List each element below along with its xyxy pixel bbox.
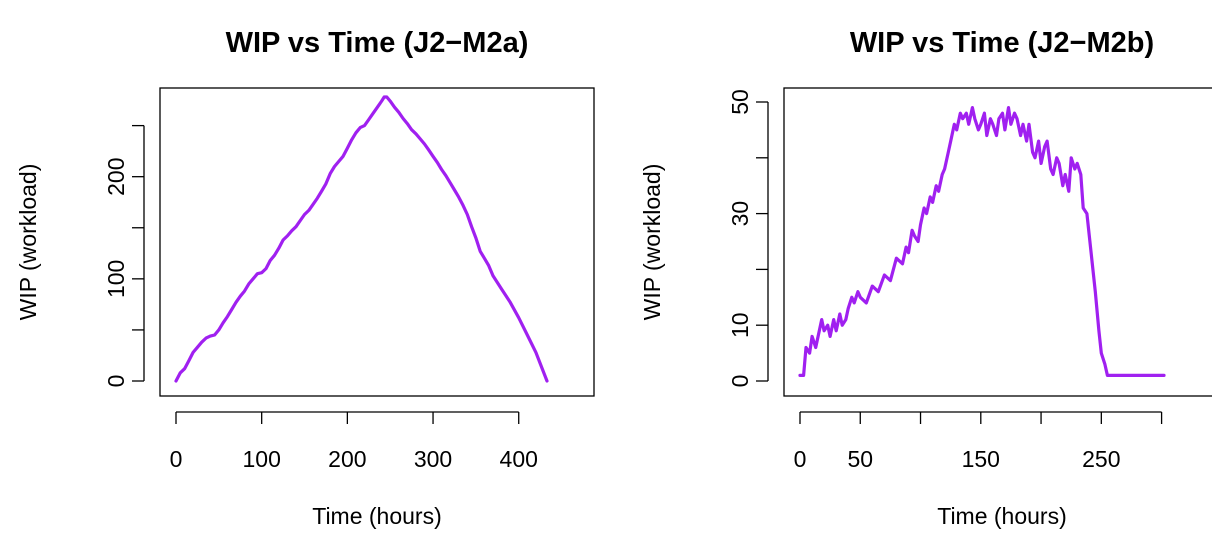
chart-panel-b: WIP vs Time (J2−M2b) 0 50 150 250 0 10 30 50 T… [639, 27, 1212, 529]
y-axis-a: 0 100 200 [103, 124, 145, 388]
y-tick-label-b: 30 [727, 201, 753, 227]
series-a [174, 95, 549, 383]
y-tick-label-b: 0 [727, 375, 753, 388]
x-axis-b: 0 50 150 250 [794, 411, 1163, 472]
x-tick-label-a: 0 [170, 446, 183, 472]
y-tick-label-b: 50 [727, 89, 753, 115]
x-tick-label-b: 150 [962, 446, 1000, 472]
plot-frame-b [783, 87, 1212, 397]
chart-panel-a: WIP vs Time (J2−M2a) 0 100 200 300 400 0 100 2… [15, 27, 595, 529]
x-axis-label-a: Time (hours) [312, 503, 442, 529]
x-tick-label-b: 250 [1082, 446, 1120, 472]
x-tick-label-a: 300 [414, 446, 452, 472]
y-axis-label-a: WIP (workload) [15, 164, 41, 321]
y-tick-label-a: 100 [103, 260, 129, 298]
x-tick-label-a: 100 [242, 446, 280, 472]
chart-title-b: WIP vs Time (J2−M2b) [850, 27, 1154, 59]
x-tick-label-a: 200 [328, 446, 366, 472]
y-tick-label-a: 0 [103, 375, 129, 388]
chart-title-a: WIP vs Time (J2−M2a) [226, 27, 529, 59]
y-tick-label-a: 200 [103, 157, 129, 195]
x-tick-label-b: 0 [794, 446, 807, 472]
y-axis-label-b: WIP (workload) [639, 164, 665, 321]
series-line-a [174, 95, 549, 383]
x-tick-label-a: 400 [500, 446, 538, 472]
series-b [798, 106, 1166, 377]
plot-frame-a [159, 87, 595, 397]
y-tick-label-b: 10 [727, 312, 753, 338]
x-axis-a: 0 100 200 300 400 [170, 411, 538, 472]
x-axis-label-b: Time (hours) [937, 503, 1067, 529]
x-tick-label-b: 50 [847, 446, 873, 472]
y-axis-b: 0 10 30 50 [727, 89, 769, 388]
series-line-b [798, 106, 1166, 377]
